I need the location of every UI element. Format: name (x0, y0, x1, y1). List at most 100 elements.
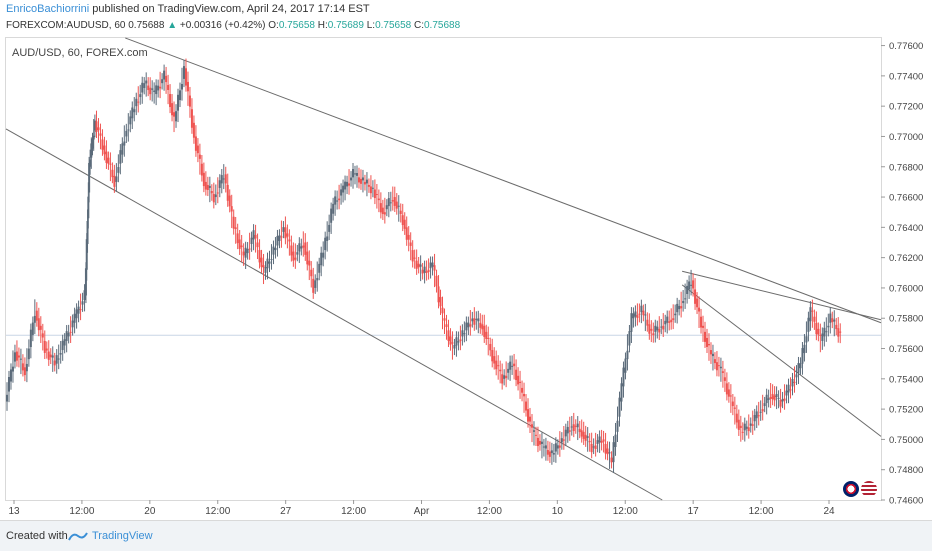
candle-body (692, 280, 695, 289)
candle-body (147, 85, 150, 91)
candle-body (684, 298, 687, 300)
candle-body (835, 324, 838, 330)
candle-body (596, 440, 599, 444)
candle-body (393, 197, 396, 206)
tradingview-link[interactable]: TradingView (92, 530, 153, 542)
candle-body (270, 259, 273, 261)
price-change: +0.00316 (+0.42%) (179, 20, 266, 31)
candle-body (717, 365, 720, 367)
candle-body (544, 445, 547, 449)
candle-body (135, 98, 138, 107)
candle-body (749, 423, 752, 426)
candle-body (735, 413, 738, 423)
candle-body (620, 383, 623, 402)
footer-bar: Created with TradingView (0, 520, 932, 551)
candle-body (578, 428, 581, 433)
candle-body (65, 331, 68, 341)
price-axis-label: 0.77200 (889, 102, 923, 113)
candle-body (461, 330, 464, 337)
candle-body (204, 181, 207, 190)
candle-body (521, 387, 524, 393)
candle-body (576, 423, 579, 428)
candle-body (606, 448, 609, 455)
close-label: C: (414, 20, 424, 31)
candle-body (831, 318, 834, 323)
candle-body (107, 157, 110, 164)
candle-body (491, 350, 494, 362)
candle-body (320, 252, 323, 266)
candle-body (630, 313, 633, 332)
candle-body (375, 194, 378, 196)
candle-body (23, 367, 26, 376)
price-axis-label: 0.75600 (889, 344, 923, 355)
candle-body (761, 409, 764, 412)
candle-body (670, 319, 673, 323)
candle-body (139, 94, 142, 98)
candle-body (119, 150, 122, 164)
chart-pane[interactable] (5, 37, 882, 501)
candle-body (777, 397, 780, 399)
trendline-channel-lower (5, 128, 663, 501)
price-axis-label: 0.76600 (889, 193, 923, 204)
candle-body (793, 381, 796, 383)
candle-body (86, 221, 89, 245)
candle-body (346, 181, 349, 187)
candle-body (246, 248, 249, 254)
time-axis-label: 24 (823, 506, 835, 517)
candle-body (789, 389, 792, 391)
candle-body (781, 399, 784, 402)
candle-body (216, 192, 219, 194)
candle-body (654, 325, 657, 332)
candle-body (700, 316, 703, 328)
candle-body (614, 434, 617, 447)
candle-body (570, 426, 573, 428)
candle-body (479, 322, 482, 328)
candle-body (314, 280, 317, 288)
symbol[interactable]: FOREXCOM:AUDUSD, 60 (6, 20, 126, 31)
candle-body (29, 329, 32, 348)
candle-body (509, 361, 512, 370)
candle-body (811, 310, 814, 312)
candle-body (186, 81, 189, 92)
candle-body (572, 424, 575, 432)
candle-body (190, 109, 193, 128)
candle-body (334, 196, 337, 205)
candle-body (481, 324, 484, 330)
candle-body (45, 348, 48, 351)
candle-body (783, 398, 786, 401)
candle-body (797, 363, 800, 373)
candle-body (660, 326, 663, 328)
candle-body (471, 318, 474, 322)
candle-body (90, 143, 93, 158)
candle-body (5, 394, 8, 402)
candle-body (739, 425, 742, 429)
candle-body (765, 394, 768, 404)
chart-header: EnricoBachiorrini published on TradingVi… (0, 0, 932, 37)
candle-body (298, 243, 301, 252)
candle-body (821, 333, 824, 341)
candle-body (214, 194, 217, 198)
candle-body (487, 337, 490, 339)
candle-body (755, 411, 758, 419)
candle-body (41, 333, 44, 338)
candle-body (608, 452, 611, 454)
candle-body (153, 90, 156, 92)
author-link[interactable]: EnricoBachiorrini (6, 3, 90, 15)
candle-body (288, 239, 291, 242)
candle-body (707, 343, 710, 346)
candle-body (361, 177, 364, 181)
candle-body (113, 175, 116, 187)
time-axis-label: 12:00 (205, 506, 230, 517)
candle-body (338, 198, 341, 201)
candle-body (218, 180, 221, 188)
candle-body (791, 378, 794, 387)
candle-body (37, 318, 40, 331)
candle-body (612, 442, 615, 463)
candle-body (568, 430, 571, 432)
candle-body (290, 245, 293, 256)
candle-body (175, 111, 178, 122)
candle-body (690, 284, 693, 286)
candle-body (721, 371, 724, 373)
low-label: L: (366, 20, 376, 31)
